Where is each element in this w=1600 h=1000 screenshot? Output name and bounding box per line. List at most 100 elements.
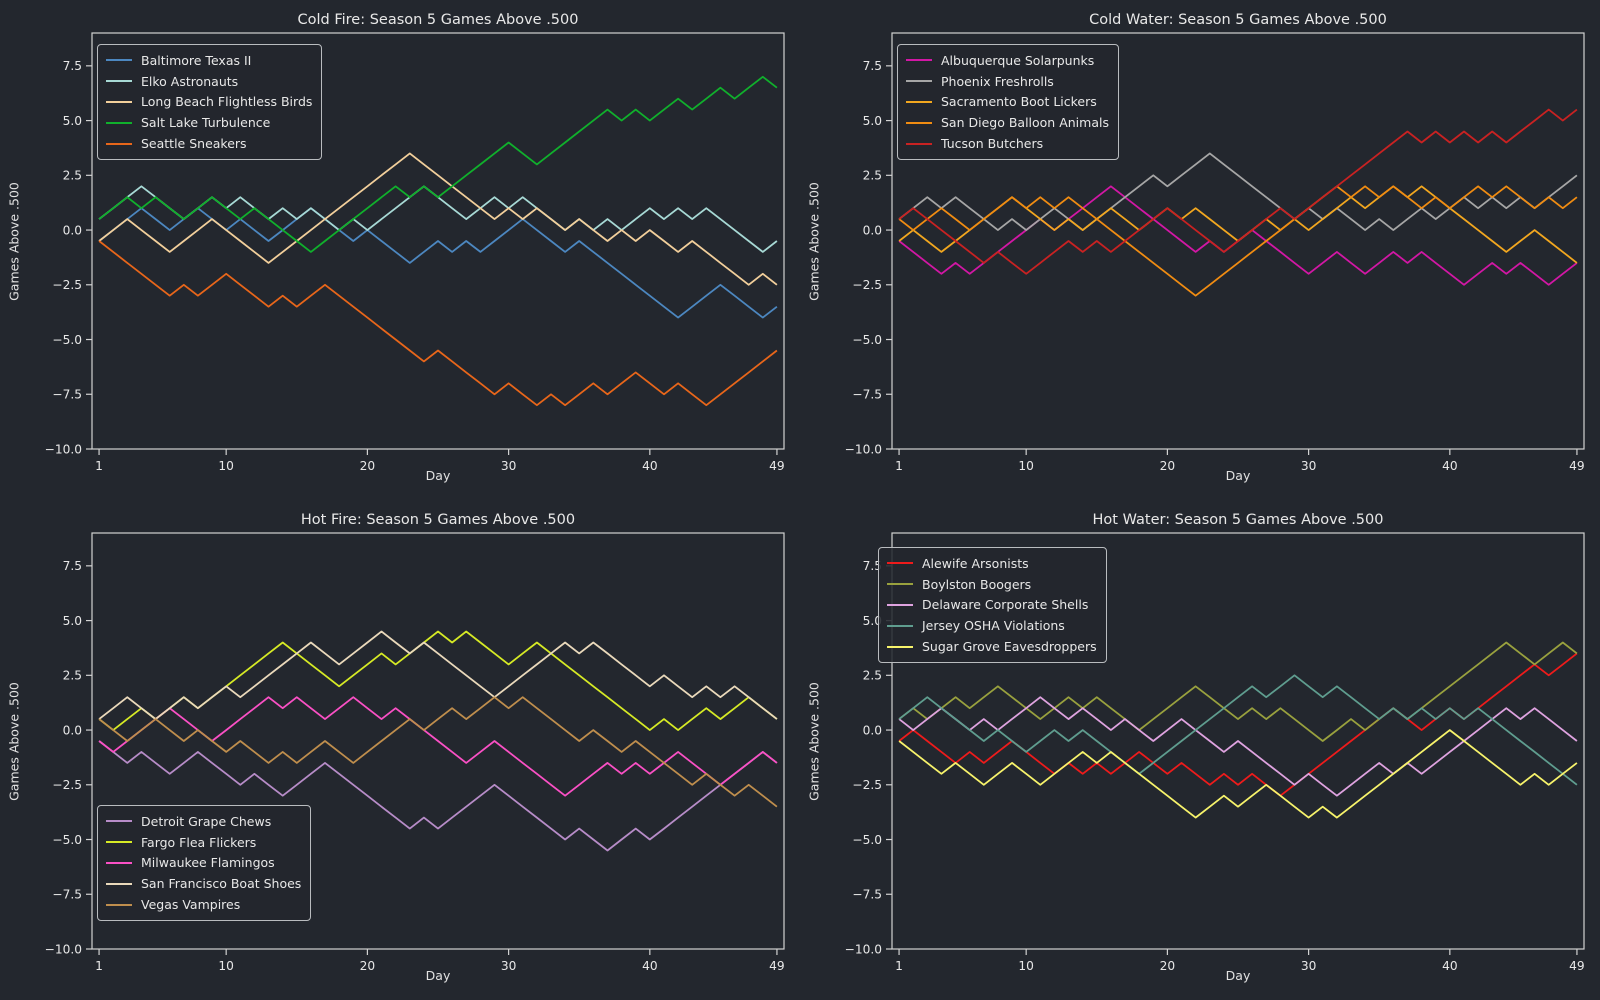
- y-tick-label: −10.0: [45, 442, 82, 456]
- chart-title: Cold Water: Season 5 Games Above .500: [1089, 12, 1387, 28]
- x-tick-label: 40: [642, 959, 658, 973]
- subplot-cold-fire: Cold Fire: Season 5 Games Above .500 −10…: [0, 0, 800, 500]
- legend-label: Phoenix Freshrolls: [941, 73, 1054, 89]
- line-baltimore-texas-ii: [98, 207, 778, 319]
- x-axis-label: Day: [1225, 468, 1251, 483]
- line-vegas-vampires: [98, 696, 778, 808]
- x-axis-label: Day: [425, 468, 451, 483]
- x-axis-label: Day: [425, 968, 451, 983]
- x-tick-label: 30: [501, 459, 517, 473]
- legend-line-swatch: [106, 142, 132, 145]
- line-long-beach-flightless-birds: [98, 152, 778, 286]
- legend-label: Albuquerque Solarpunks: [941, 52, 1095, 68]
- legend: Alewife Arsonists Boylston Boogers Delawar…: [878, 547, 1107, 663]
- legend-item-salt-lake-turbulence: Salt Lake Turbulence: [106, 112, 312, 133]
- line-phoenix-freshrolls: [898, 152, 1578, 232]
- y-tick-label: −10.0: [845, 942, 882, 956]
- chart-title: Hot Fire: Season 5 Games Above .500: [300, 512, 576, 528]
- line-albuquerque-solarpunks: [898, 185, 1578, 286]
- legend-line-swatch: [906, 59, 932, 62]
- subplot-hot-fire: Hot Fire: Season 5 Games Above .500 −10.…: [0, 500, 800, 1000]
- line-san-diego-balloon-animals: [898, 185, 1578, 297]
- y-tick-label: 2.5: [63, 669, 82, 683]
- x-tick-label: 20: [1160, 959, 1176, 973]
- y-tick-label: 7.5: [863, 59, 882, 73]
- y-tick-label: 0.0: [863, 223, 882, 237]
- axes-box: [91, 32, 785, 450]
- x-tick-label: 10: [1018, 459, 1034, 473]
- subplot-hot-water: Hot Water: Season 5 Games Above .500 −10…: [800, 500, 1600, 1000]
- legend-label: Milwaukee Flamingos: [141, 855, 275, 871]
- y-tick-label: −2.5: [852, 778, 882, 792]
- legend-label: Alewife Arsonists: [922, 555, 1029, 571]
- y-tick-label: −10.0: [45, 942, 82, 956]
- line-sacramento-boot-lickers: [898, 185, 1578, 264]
- legend-item-delaware-corporate-shells: Delaware Corporate Shells: [887, 595, 1097, 616]
- legend-line-swatch: [106, 59, 132, 62]
- legend-item-detroit-grape-chews: Detroit Grape Chews: [106, 811, 301, 832]
- legend-line-swatch: [887, 603, 913, 606]
- y-axis-label: Games Above .500: [6, 682, 22, 801]
- legend-item-sugar-grove-eavesdroppers: Sugar Grove Eavesdroppers: [887, 636, 1097, 657]
- x-tick-label: 1: [95, 459, 103, 473]
- line-seattle-sneakers: [98, 240, 778, 407]
- y-tick-label: 7.5: [63, 559, 82, 573]
- y-tick-label: 7.5: [63, 59, 82, 73]
- plot-canvas-cold-water: −10.0 −7.5 −5.0 −2.5 0.0 2.5 5.0 7.5 1 10 20 30 40 49: [845, 32, 1585, 473]
- legend-item-boylston-boogers: Boylston Boogers: [887, 574, 1097, 595]
- plot-canvas-hot-water: −10.0 −7.5 −5.0 −2.5 0.0 2.5 5.0 7.5 1 10 20 30 40 49: [845, 532, 1585, 973]
- y-tick-label: 5.0: [863, 614, 882, 628]
- legend-line-swatch: [887, 624, 913, 627]
- legend-label: Elko Astronauts: [141, 73, 239, 89]
- x-tick-label: 49: [769, 959, 785, 973]
- plot-canvas-cold-fire: −10.0 −7.5 −5.0 −2.5 0.0 2.5 5.0 7.5 1 10 20 30 40 49: [45, 32, 785, 473]
- legend-label: Sugar Grove Eavesdroppers: [922, 639, 1097, 655]
- x-tick-label: 20: [1160, 459, 1176, 473]
- legend-label: San Diego Balloon Animals: [941, 115, 1109, 131]
- y-tick-label: 0.0: [63, 223, 82, 237]
- plot-canvas-hot-fire: −10.0 −7.5 −5.0 −2.5 0.0 2.5 5.0 7.5 1 10 20 30 40 49: [45, 532, 785, 973]
- legend-label: Fargo Flea Flickers: [141, 834, 257, 850]
- x-tick-label: 20: [360, 959, 376, 973]
- legend-item-alewife-arsonists: Alewife Arsonists: [887, 553, 1097, 574]
- legend-line-swatch: [906, 142, 932, 145]
- line-boylston-boogers: [898, 641, 1578, 742]
- axes-box: [891, 32, 1585, 450]
- legend-line-swatch: [887, 645, 913, 648]
- legend-item-phoenix-freshrolls: Phoenix Freshrolls: [906, 71, 1109, 92]
- x-tick-label: 20: [360, 459, 376, 473]
- x-tick-label: 1: [895, 459, 903, 473]
- y-tick-label: 2.5: [863, 169, 882, 183]
- chart-title: Cold Fire: Season 5 Games Above .500: [297, 12, 579, 28]
- line-delaware-corporate-shells: [898, 696, 1578, 797]
- legend-line-swatch: [106, 861, 132, 864]
- legend-label: Long Beach Flightless Birds: [141, 94, 313, 110]
- line-fargo-flea-flickers: [98, 630, 778, 732]
- legend: Detroit Grape Chews Fargo Flea Flickers Mi…: [97, 805, 312, 921]
- y-tick-label: 2.5: [63, 169, 82, 183]
- legend-line-swatch: [906, 100, 932, 103]
- legend-item-baltimore-texas-ii: Baltimore Texas II: [106, 50, 312, 71]
- x-tick-label: 1: [895, 959, 903, 973]
- legend-item-fargo-flea-flickers: Fargo Flea Flickers: [106, 832, 301, 853]
- y-tick-label: −5.0: [852, 833, 882, 847]
- y-tick-label: 0.0: [863, 723, 882, 737]
- legend-item-albuquerque-solarpunks: Albuquerque Solarpunks: [906, 50, 1109, 71]
- legend-label: Jersey OSHA Violations: [922, 618, 1065, 634]
- x-tick-label: 40: [1442, 459, 1458, 473]
- legend-item-vegas-vampires: Vegas Vampires: [106, 894, 301, 915]
- legend-label: Sacramento Boot Lickers: [941, 94, 1097, 110]
- x-tick-label: 40: [642, 459, 658, 473]
- axes-box: [891, 532, 1585, 950]
- legend-label: Boylston Boogers: [922, 576, 1032, 592]
- legend-label: Vegas Vampires: [141, 897, 241, 913]
- y-tick-label: −2.5: [52, 778, 82, 792]
- y-tick-label: 5.0: [863, 114, 882, 128]
- x-tick-label: 1: [95, 959, 103, 973]
- legend-label: Delaware Corporate Shells: [922, 597, 1089, 613]
- legend-line-swatch: [106, 903, 132, 906]
- legend-label: Tucson Butchers: [941, 136, 1044, 152]
- y-tick-label: 5.0: [63, 114, 82, 128]
- y-tick-label: −2.5: [852, 278, 882, 292]
